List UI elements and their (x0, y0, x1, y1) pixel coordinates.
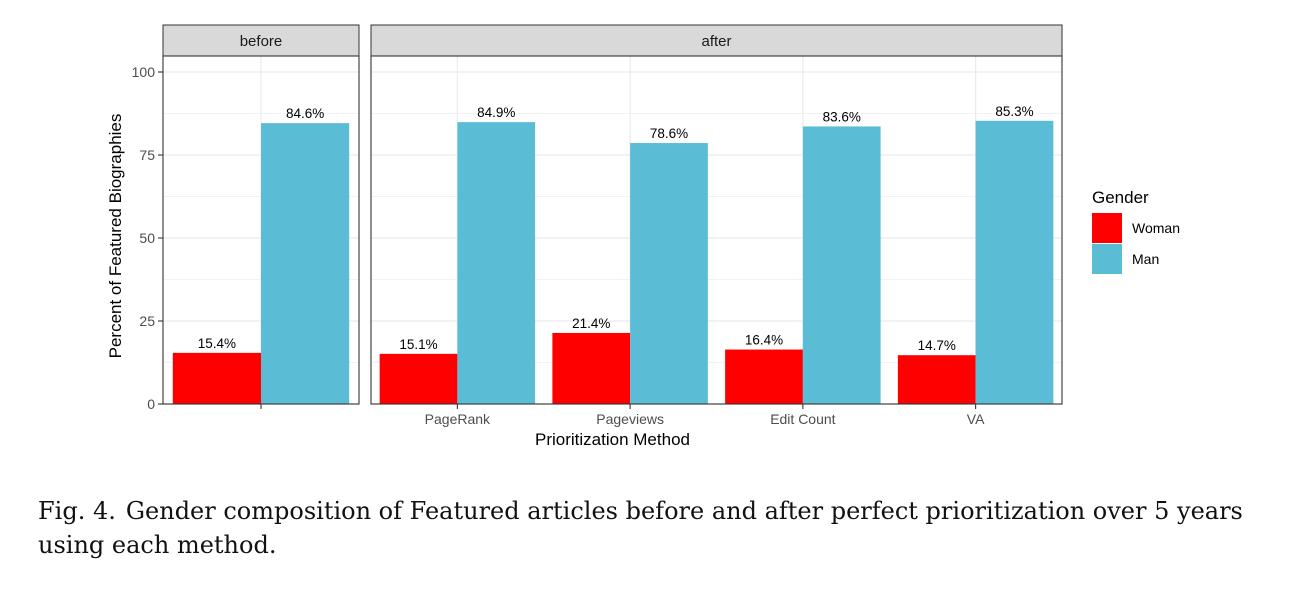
bar-woman (552, 332, 631, 404)
bar-value-label: 78.6% (650, 126, 688, 141)
x-axis-title: Prioritization Method (535, 430, 690, 449)
bar-woman (725, 349, 803, 404)
bar-man (975, 120, 1054, 404)
x-tick-label: VA (967, 411, 985, 427)
bar-man (802, 126, 881, 404)
bar-value-label: 16.4% (745, 333, 783, 348)
y-axis-title: Percent of Featured Biographies (106, 114, 125, 359)
legend-key-man (1092, 244, 1122, 274)
faceted-bar-chart: before 15.4% 84.6% after 15.1% 84.9% PageRank 2… (106, 24, 1180, 449)
facet-strip-label: before (240, 33, 283, 50)
bar-value-label: 84.6% (286, 106, 324, 121)
bar-value-label: 15.4% (198, 336, 236, 351)
y-tick-label: 75 (139, 147, 155, 163)
x-tick-label: Pageviews (596, 411, 664, 427)
panel-border (162, 55, 360, 405)
caption-text: Gender composition of Featured articles … (38, 497, 1243, 559)
y-tick-label: 25 (139, 313, 155, 329)
figure-label: Fig. 4. (38, 497, 116, 525)
panel-border (370, 55, 1063, 405)
y-tick-label: 100 (132, 64, 156, 80)
bar-man (630, 143, 708, 404)
bar-value-label: 85.3% (995, 104, 1033, 119)
legend-key-woman (1092, 213, 1122, 243)
x-tick-label: PageRank (425, 411, 491, 427)
legend-label: Woman (1132, 220, 1180, 236)
legend-title: Gender (1092, 188, 1149, 207)
y-tick-label: 50 (139, 230, 155, 246)
facet-strip (162, 24, 360, 57)
bar-value-label: 21.4% (572, 316, 610, 331)
facet-strip (370, 24, 1063, 57)
legend-label: Man (1132, 251, 1159, 267)
bar-man (457, 122, 536, 405)
bar-value-label: 15.1% (399, 337, 437, 352)
bar-woman (379, 353, 458, 404)
x-tick-label: Edit Count (770, 411, 835, 427)
bar-value-label: 14.7% (918, 338, 956, 353)
bar-value-label: 83.6% (823, 109, 861, 124)
bar-man (261, 123, 350, 405)
bar-value-label: 84.9% (477, 105, 515, 120)
bar-woman (172, 352, 261, 404)
facet-strip-label: after (701, 33, 731, 50)
figure-caption: Fig. 4. Gender composition of Featured ar… (38, 494, 1288, 562)
y-tick-label: 0 (147, 396, 155, 412)
bar-woman (897, 355, 976, 404)
